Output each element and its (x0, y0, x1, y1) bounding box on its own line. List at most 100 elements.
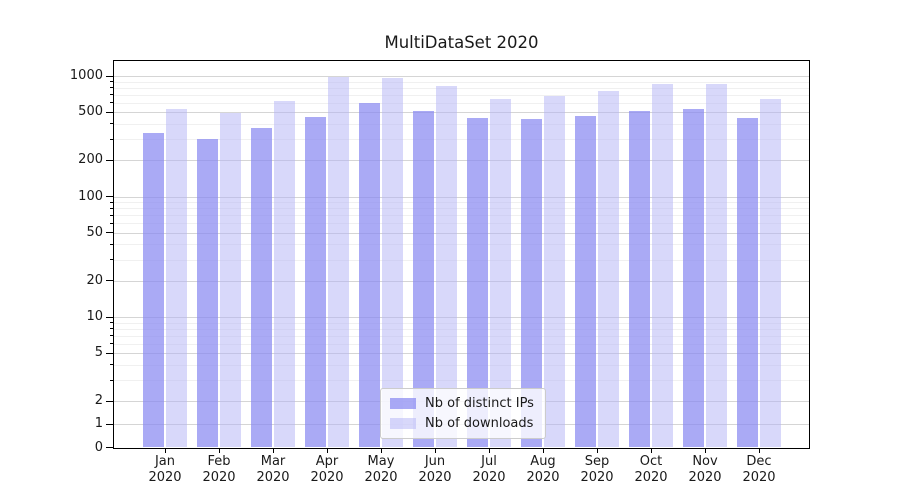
x-tick-month: Oct (639, 454, 663, 469)
gridline-major (114, 196, 809, 198)
x-tick-year: 2020 (634, 469, 668, 485)
y-tick-label: 20 (86, 272, 103, 288)
x-tick-month: Feb (207, 454, 231, 469)
bar-downloads-sep (598, 91, 619, 448)
x-tick-label: Jul 2020 (459, 454, 519, 485)
y-tick-mark (106, 111, 113, 113)
gridline-minor (114, 364, 809, 366)
y-tick-mark-minor (110, 243, 113, 245)
gridline-major (114, 232, 809, 234)
x-tick-year: 2020 (364, 469, 398, 485)
bar-distinct-ips-feb (197, 139, 218, 448)
bar-distinct-ips-mar (251, 128, 272, 448)
y-tick-label: 1000 (69, 68, 103, 83)
bar-downloads-apr (328, 77, 349, 448)
x-tick-mark (542, 449, 544, 453)
x-tick-year: 2020 (742, 469, 776, 485)
y-tick-mark (106, 196, 113, 198)
x-tick-month: Mar (260, 454, 286, 469)
x-tick-mark (488, 449, 490, 453)
y-tick-mark-minor (110, 322, 113, 323)
x-tick-year: 2020 (256, 469, 290, 485)
gridline-minor (114, 208, 809, 210)
y-tick-label: 5 (94, 345, 103, 361)
x-tick-month: Jun (424, 454, 446, 469)
gridline-major (114, 280, 809, 282)
x-tick-label: Dec 2020 (729, 454, 789, 485)
y-tick-mark-minor (110, 102, 113, 104)
gridline-minor (114, 322, 809, 324)
x-tick-label: Nov 2020 (675, 454, 735, 485)
y-tick-mark-minor (110, 343, 113, 345)
gridline-minor (114, 87, 809, 89)
bar-downloads-oct (652, 83, 673, 448)
gridline-minor (114, 328, 809, 330)
gridline-minor (114, 102, 809, 104)
x-tick-mark (326, 449, 328, 453)
x-tick-label: Mar 2020 (243, 454, 303, 485)
y-tick-mark-minor (110, 364, 113, 366)
legend-swatch-distinct-ips (390, 398, 416, 409)
bar-downloads-dec (760, 98, 781, 448)
bar-downloads-jul (490, 98, 511, 448)
legend-swatch-downloads (390, 418, 416, 429)
x-tick-mark (380, 449, 382, 453)
bar-downloads-jun (436, 85, 457, 448)
gridline-minor (114, 123, 809, 125)
x-tick-year: 2020 (148, 469, 182, 485)
x-tick-year: 2020 (526, 469, 560, 485)
y-tick-mark-minor (110, 259, 113, 260)
x-tick-mark (704, 449, 706, 453)
gridline-minor (114, 94, 809, 96)
x-tick-mark (596, 449, 598, 453)
y-tick-mark-minor (110, 222, 113, 224)
gridline-major (114, 160, 809, 162)
x-tick-label: Feb 2020 (189, 454, 249, 485)
gridline-minor (114, 223, 809, 225)
bar-downloads-mar (274, 101, 295, 448)
legend: Nb of distinct IPs Nb of downloads (380, 388, 546, 439)
y-tick-mark-minor (110, 328, 113, 330)
x-tick-year: 2020 (310, 469, 344, 485)
gridline-major (114, 353, 809, 355)
y-tick-mark (106, 447, 113, 449)
x-tick-year: 2020 (202, 469, 236, 485)
gridline-minor (114, 343, 809, 345)
y-tick-mark (106, 232, 113, 234)
x-tick-label: May 2020 (351, 454, 411, 485)
x-tick-mark (218, 449, 220, 453)
x-tick-month: Aug (530, 454, 556, 469)
y-tick-mark (106, 159, 113, 161)
bar-downloads-may (382, 78, 403, 448)
x-tick-month: Jan (154, 454, 176, 469)
bar-downloads-feb (220, 112, 241, 448)
gridline-minor (114, 259, 809, 261)
gridline-minor (114, 139, 809, 140)
x-tick-mark (758, 449, 760, 453)
y-tick-mark-minor (110, 201, 113, 203)
bar-distinct-ips-jul (467, 117, 488, 448)
y-tick-label: 100 (78, 188, 103, 204)
y-tick-label: 2 (94, 393, 103, 409)
x-tick-month: May (367, 454, 395, 469)
gridline-major (114, 317, 809, 318)
y-tick-mark (106, 423, 113, 426)
x-tick-mark (164, 449, 166, 453)
x-tick-month: Apr (315, 454, 339, 469)
legend-label-distinct-ips: Nb of distinct IPs (425, 396, 534, 411)
y-tick-mark-minor (110, 207, 113, 209)
x-tick-label: Aug 2020 (513, 454, 573, 485)
x-tick-month: Jul (481, 454, 497, 469)
y-tick-label: 500 (78, 104, 103, 120)
x-tick-year: 2020 (472, 469, 506, 485)
bar-distinct-ips-oct (629, 110, 650, 448)
y-tick-label: 50 (86, 224, 103, 240)
y-tick-mark (106, 316, 113, 318)
y-tick-mark (106, 352, 113, 354)
bar-distinct-ips-aug (521, 118, 542, 448)
bar-distinct-ips-apr (305, 116, 326, 448)
y-tick-label: 200 (78, 152, 103, 168)
gridline-minor (114, 202, 809, 203)
x-tick-label: Oct 2020 (621, 454, 681, 485)
